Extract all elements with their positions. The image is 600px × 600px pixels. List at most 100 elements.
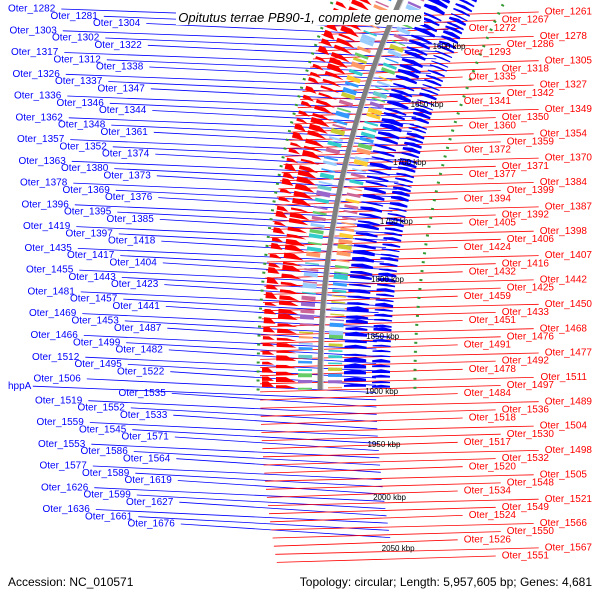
forward-gene (389, 93, 411, 103)
forward-gene (423, 3, 445, 16)
left-connector (174, 436, 379, 451)
kbp-label: 1950 kbp (367, 440, 400, 449)
reverse-gene (281, 178, 294, 186)
right-gene-label: Oter_1425 (507, 283, 555, 294)
left-connector (85, 356, 377, 372)
forward-gene (402, 147, 421, 155)
feature-box (328, 343, 343, 347)
forward-gene (410, 34, 432, 45)
left-gene-label: Oter_1385 (107, 214, 155, 225)
left-connector (168, 349, 377, 364)
right-connector (302, 84, 534, 92)
right-connector (268, 506, 496, 515)
feature-box (301, 295, 316, 301)
left-connector (135, 472, 383, 488)
right-gene-label: Oter_1392 (502, 210, 550, 221)
left-gene-label: Oter_1396 (22, 199, 70, 210)
feature-box (356, 147, 371, 156)
reverse-gene (277, 323, 298, 328)
forward-gene (381, 248, 400, 253)
left-connector (88, 400, 377, 415)
left-connector (83, 335, 377, 350)
feature-box (328, 380, 342, 384)
right-connector (260, 328, 534, 336)
right-gene-label: Oter_1520 (469, 461, 517, 472)
feature-box (329, 319, 344, 322)
feature-box (314, 197, 330, 204)
reverse-gene (291, 131, 304, 141)
map-title-text: Opitutus terrae PB90-1, complete genome (176, 10, 424, 25)
left-gene-label: Oter_1304 (93, 18, 141, 29)
forward-gene (351, 263, 374, 269)
forward-gene (448, 16, 467, 26)
left-gene-label: Oter_1302 (52, 33, 100, 44)
right-gene-label: Oter_1278 (540, 31, 588, 42)
forward-gene (380, 253, 399, 258)
right-gene-label: Oter_1451 (469, 315, 517, 326)
reverse-gene (289, 212, 310, 221)
forward-gene (352, 250, 375, 257)
left-connector (173, 414, 378, 430)
reverse-gene (308, 77, 320, 84)
reverse-gene (283, 252, 304, 261)
feature-box (328, 350, 343, 352)
left-gene-label: Oter_1322 (95, 40, 143, 51)
left-gene-label: Oter_1303 (10, 25, 58, 36)
left-gene-label: Oter_1312 (54, 54, 102, 65)
reverse-gene (288, 218, 309, 226)
right-gene-label: Oter_1504 (540, 421, 588, 432)
feature-box (331, 301, 346, 304)
reverse-gene (323, 29, 335, 40)
forward-gene (379, 123, 402, 133)
feature-box (347, 187, 362, 192)
right-connector (266, 490, 458, 498)
left-gene-label: Oter_1636 (43, 504, 91, 515)
reverse-gene (276, 355, 297, 361)
forward-gene (427, 69, 445, 78)
right-connector (262, 441, 458, 450)
forward-gene (435, 50, 453, 59)
kbp-label: 2050 kbp (382, 544, 415, 553)
forward-gene (345, 319, 368, 324)
feature-box (396, 26, 411, 36)
reverse-gene (262, 361, 275, 365)
reverse-gene (264, 308, 277, 315)
feature-box (341, 221, 356, 226)
left-gene-label: hppA (8, 381, 32, 392)
feature-box (348, 68, 363, 77)
feature-box (316, 190, 331, 198)
feature-box (332, 289, 347, 294)
reverse-gene (284, 244, 305, 253)
feature-box (330, 127, 346, 136)
right-gene-label: Oter_1530 (507, 429, 555, 440)
forward-gene (381, 118, 404, 128)
right-gene-label: Oter_1442 (540, 275, 588, 286)
right-gene-label: Oter_1492 (502, 356, 550, 367)
forward-gene (364, 187, 386, 195)
forward-gene (424, 78, 442, 87)
forward-gene (408, 39, 431, 50)
dotted-ring (413, 0, 508, 389)
kbp-label: 1750 kbp (380, 217, 413, 226)
forward-gene (372, 364, 391, 368)
feature-box (338, 99, 354, 107)
feature-box (360, 33, 376, 43)
reverse-gene (266, 277, 279, 285)
right-gene-label: Oter_1566 (540, 518, 588, 529)
reverse-gene (262, 342, 275, 347)
forward-gene (377, 277, 396, 283)
left-connector (108, 81, 424, 96)
right-gene-label: Oter_1354 (540, 128, 588, 139)
forward-gene (372, 344, 391, 347)
left-gene-label: Oter_1337 (55, 76, 103, 87)
reverse-gene (308, 123, 328, 134)
forward-gene (373, 324, 392, 328)
right-connector (310, 60, 539, 68)
right-connector (260, 401, 539, 409)
forward-gene (406, 132, 425, 140)
right-gene-label: Oter_1406 (507, 234, 555, 245)
feature-box (298, 369, 313, 372)
forward-gene (376, 136, 399, 145)
right-gene-label: Oter_1341 (464, 96, 512, 107)
left-gene-label: Oter_1352 (60, 141, 108, 152)
